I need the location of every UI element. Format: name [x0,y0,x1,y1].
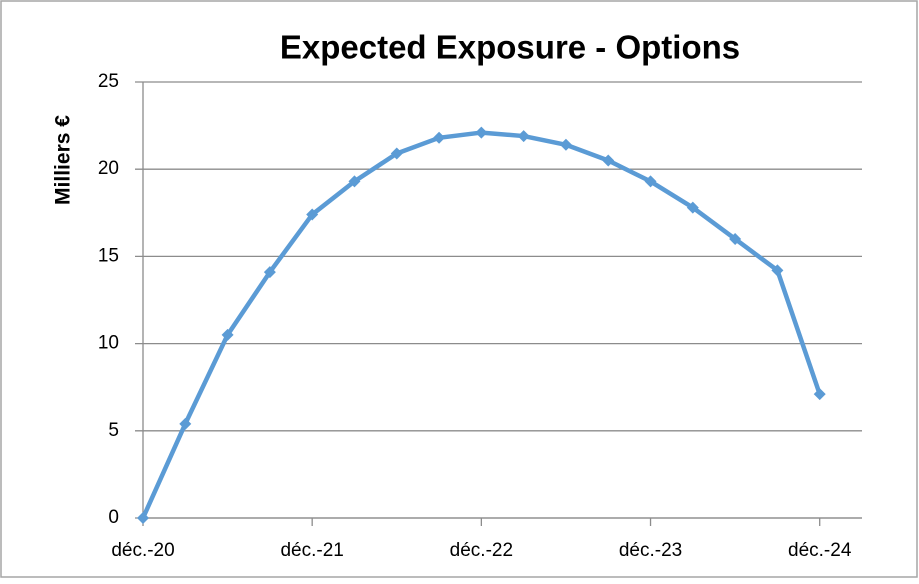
x-tick-label: déc.-24 [788,540,852,561]
data-point [263,266,276,279]
x-tick-label: déc.-21 [280,540,343,561]
data-point [771,264,784,277]
y-tick-label: 10 [98,333,119,354]
data-point [390,147,403,160]
data-point [475,126,488,139]
data-point [686,201,699,214]
y-axis-label: Milliers € [52,115,75,205]
data-point [559,138,572,151]
chart-title: Expected Exposure - Options [280,29,740,66]
x-tick-label: déc.-22 [450,540,513,561]
y-tick-label: 0 [108,507,119,528]
data-point [813,388,826,401]
data-point [221,328,234,341]
data-point [602,154,615,167]
data-point [306,208,319,221]
data-point [517,130,530,143]
y-tick-label: 5 [108,420,119,441]
y-tick-label: 20 [98,158,119,179]
data-point [179,417,192,430]
x-tick-label: déc.-20 [111,540,174,561]
data-point [433,131,446,144]
x-tick-label: déc.-23 [619,540,682,561]
data-point [729,232,742,245]
data-point [644,175,657,188]
y-tick-label: 15 [98,245,119,266]
data-point [348,175,361,188]
data-point [137,512,149,524]
y-tick-label: 25 [98,71,119,92]
